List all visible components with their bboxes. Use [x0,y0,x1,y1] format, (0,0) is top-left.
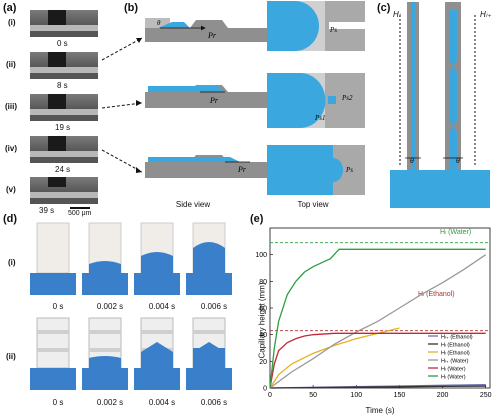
time-label: 0 s [52,398,64,407]
connector-arrow [101,102,143,109]
side-view-diagram [145,85,268,108]
top-view-label: Top view [297,200,329,209]
ps-symbol: Ps [329,26,337,34]
legend-entry: Hₗ (Water) [441,374,466,380]
side-view-diagram [145,18,268,42]
time-label: 8 s [57,81,68,90]
panel-c-theta-label: θ [456,158,460,165]
time-label: 0.004 s [148,302,176,311]
row-label: (i) [8,18,16,27]
micrograph [30,136,98,163]
row-label: (ii) [6,60,16,69]
connector-arrow [101,149,143,173]
annotation-water: Hₗ (Water) [440,229,472,236]
time-label: 19 s [55,123,71,132]
panel-c-label: (c) [377,2,391,14]
ps2-symbol: Ps2 [341,94,353,102]
scale-bar [70,207,90,209]
legend-entry: Hₗ (Ethanol) [441,350,470,356]
micrograph [30,52,98,79]
series-line [269,332,486,389]
side-view-label: Side view [175,200,211,209]
capillary-tube [30,317,76,390]
panel-c-left-height-label: Hₗ [393,10,401,19]
series-line [269,248,486,389]
y-tick-label: 80 [259,279,267,286]
series-line [269,327,400,389]
y-tick-label: 40 [259,332,267,339]
capillary-tube [30,222,76,295]
x-tick-label: 0 [268,392,272,399]
pr-symbol: Pr [237,165,247,174]
capillary-tube [186,222,232,295]
x-tick-label: 250 [480,392,492,399]
panel-b-label: (b) [124,2,139,14]
top-view-diagram [267,1,365,51]
time-label: 0.006 s [200,302,228,311]
capillary-tube [186,317,232,390]
time-label: 0.002 s [96,302,124,311]
capillary-tube [134,317,180,390]
panel-c-theta-label: θ [410,158,414,165]
top-view-diagram [267,73,365,128]
top-view-diagram [267,145,365,195]
row-label: (iii) [5,102,17,111]
series-line [269,254,487,389]
time-label: 0.002 s [96,398,124,407]
capillary-tube [82,317,128,390]
legend-entry: Hₗ₊ (Ethanol) [441,334,473,340]
y-tick-label: 100 [255,252,267,259]
panel-c-right-height-label: Hₗ₊ [480,10,492,19]
pr-symbol: Pr [209,96,219,105]
panel-e-label: (e) [250,213,264,225]
time-label: 24 s [55,165,71,174]
y-tick-label: 60 [259,306,267,313]
ps1-symbol: Ps1 [314,114,326,122]
panel-d-label: (d) [3,213,18,225]
legend-entry: Hₗ₊ (Water) [441,358,469,364]
time-label: 0.006 s [200,398,228,407]
time-label: 39 s [39,206,55,215]
x-tick-label: 100 [350,392,362,399]
scale-bar-label: 500 μm [68,210,92,217]
y-tick-label: 20 [259,359,267,366]
series-line [269,385,486,389]
row-label: (v) [6,185,16,194]
theta-symbol: θ [157,19,161,27]
x-tick-label: 200 [437,392,449,399]
time-label: 0.004 s [148,398,176,407]
micrograph [30,10,98,37]
connector-arrow [101,37,143,61]
side-view-diagram [145,155,268,178]
row-label: (i) [8,258,16,267]
micrograph [30,177,98,204]
time-label: 0 s [52,302,64,311]
legend-entry: Hₗ (Ethanol) [441,342,470,348]
capillary-tube [82,222,128,295]
x-axis-label: Time (s) [365,406,395,415]
y-tick-label: 0 [263,386,267,393]
legend-entry: Hₗ (Water) [441,366,466,372]
panel-a-label: (a) [3,2,17,14]
x-tick-label: 50 [309,392,317,399]
annotation-ethanol: Hₗ (Ethanol) [418,291,455,298]
row-label: (iv) [5,144,17,153]
x-tick-label: 150 [394,392,406,399]
row-label: (ii) [6,352,16,361]
micrograph [30,94,98,121]
time-label: 0 s [57,39,68,48]
panel-d-diagrams [30,222,232,390]
capillary-height-chart: 0 50 100 150 200 250 0 20 40 60 80 100 Hₗ₊ (Ethanol)… [255,227,492,399]
ps-symbol: Ps [345,166,353,174]
panel-b-diagrams: θ Pr Pr Pr Ps Ps2 Ps1 Ps [101,1,365,195]
panel-c-diagram [390,2,490,208]
capillary-tube [134,222,180,295]
pr-symbol: Pr [207,31,217,40]
